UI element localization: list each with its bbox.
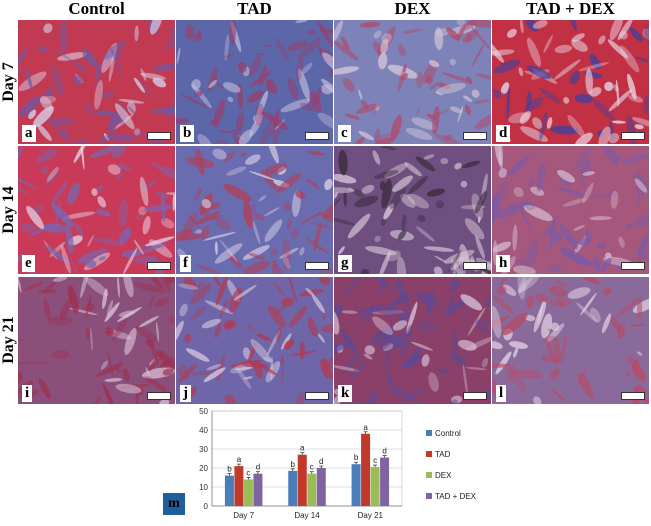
micrograph-panel-j: j — [176, 277, 333, 404]
tissue-texture — [492, 20, 649, 144]
row-label-day-21: Day 21 — [0, 316, 17, 364]
bar-tad — [297, 454, 307, 506]
scale-bar — [147, 392, 171, 400]
tissue-texture — [18, 20, 175, 144]
plot-area — [211, 410, 403, 507]
panel-letter-h: h — [496, 255, 511, 272]
panel-letter-c: c — [338, 125, 351, 142]
scale-bar — [463, 392, 487, 400]
tissue-texture — [176, 277, 333, 404]
tissue-texture — [176, 20, 333, 144]
micrograph-panel-i: i — [18, 277, 175, 404]
panel-letter-k: k — [338, 385, 353, 402]
tissue-texture — [334, 146, 491, 274]
legend-swatch — [426, 451, 432, 457]
legend-swatch — [426, 493, 432, 499]
bar-control — [224, 475, 234, 506]
panel-letter-m: m — [163, 493, 185, 515]
significance-letter: a — [237, 455, 242, 464]
significance-letter: b — [291, 460, 296, 469]
bar-dex — [307, 473, 317, 506]
panel-letter-a: a — [22, 125, 36, 142]
x-tick-label: Day 21 — [358, 511, 384, 520]
micrograph-panel-k: k — [334, 277, 491, 404]
panel-letter-g: g — [338, 255, 352, 272]
significance-letter: b — [227, 465, 232, 474]
panel-letter-d: d — [496, 125, 511, 142]
scale-bar — [305, 132, 329, 140]
y-tick-label: 10 — [199, 483, 208, 492]
micrograph-panel-l: l — [492, 277, 649, 404]
panel-letter-l: l — [496, 385, 507, 402]
y-tick-label: 40 — [199, 426, 208, 435]
scale-bar — [621, 132, 645, 140]
significance-letter: d — [382, 447, 386, 456]
column-header-control: Control — [68, 0, 125, 18]
scale-bar — [305, 392, 329, 400]
significance-letter: b — [354, 453, 359, 462]
scale-bar — [463, 132, 487, 140]
bar-control — [288, 470, 298, 506]
x-tick-label: Day 7 — [233, 511, 254, 520]
column-header-tad-dex: TAD + DEX — [526, 0, 615, 18]
micrograph-panel-b: b — [176, 20, 333, 144]
bar-dex — [243, 479, 253, 506]
y-tick-label: 30 — [199, 445, 208, 454]
micrograph-panel-a: a — [18, 20, 175, 144]
significance-letter: a — [300, 444, 305, 453]
x-tick-label: Day 14 — [294, 511, 320, 520]
panel-letter-b: b — [180, 125, 195, 142]
y-tick-label: 0 — [204, 502, 209, 511]
legend-label: TAD + DEX — [435, 492, 477, 501]
micrograph-panel-f: f — [176, 146, 333, 274]
y-tick-label: 20 — [199, 464, 208, 473]
tissue-texture — [334, 277, 491, 404]
bar-tad — [234, 466, 244, 506]
significance-letter: c — [246, 468, 250, 477]
row-label-day-7: Day 7 — [0, 62, 17, 102]
column-header-dex: DEX — [394, 0, 431, 18]
tissue-texture — [18, 277, 175, 404]
panel-letter-j: j — [180, 385, 191, 402]
micrograph-panel-c: c — [334, 20, 491, 144]
scale-bar — [621, 262, 645, 270]
micrograph-panel-e: e — [18, 146, 175, 274]
bar-control — [351, 464, 361, 506]
significance-letter: d — [256, 463, 260, 472]
legend-label: DEX — [435, 471, 452, 480]
significance-letter: a — [363, 423, 368, 432]
legend-swatch — [426, 472, 432, 478]
bar-tad-dex — [316, 468, 326, 506]
bar-tad — [361, 433, 371, 506]
scale-bar — [305, 262, 329, 270]
panel-letter-i: i — [22, 385, 33, 402]
tissue-texture — [492, 277, 649, 404]
column-header-tad: TAD — [237, 0, 272, 18]
significance-letter: d — [319, 457, 323, 466]
significance-letter: c — [310, 463, 314, 472]
micrograph-panel-g: g — [334, 146, 491, 274]
scale-bar — [621, 392, 645, 400]
tissue-texture — [492, 146, 649, 274]
significance-letter: c — [373, 456, 377, 465]
micrograph-panel-d: d — [492, 20, 649, 144]
tissue-texture — [176, 146, 333, 274]
tissue-texture — [334, 20, 491, 144]
bar-dex — [370, 467, 380, 506]
legend-swatch — [426, 430, 432, 436]
micrograph-panel-h: h — [492, 146, 649, 274]
bar-tad-dex — [380, 457, 390, 506]
scale-bar — [463, 262, 487, 270]
tissue-texture — [18, 146, 175, 274]
legend-label: Control — [435, 429, 461, 438]
y-tick-label: 50 — [199, 407, 208, 416]
bar-tad-dex — [253, 473, 263, 506]
panel-letter-f: f — [180, 255, 191, 272]
row-label-day-14: Day 14 — [0, 186, 17, 234]
scale-bar — [147, 262, 171, 270]
panel-letter-e: e — [22, 255, 35, 272]
scale-bar — [147, 132, 171, 140]
legend-label: TAD — [435, 450, 451, 459]
